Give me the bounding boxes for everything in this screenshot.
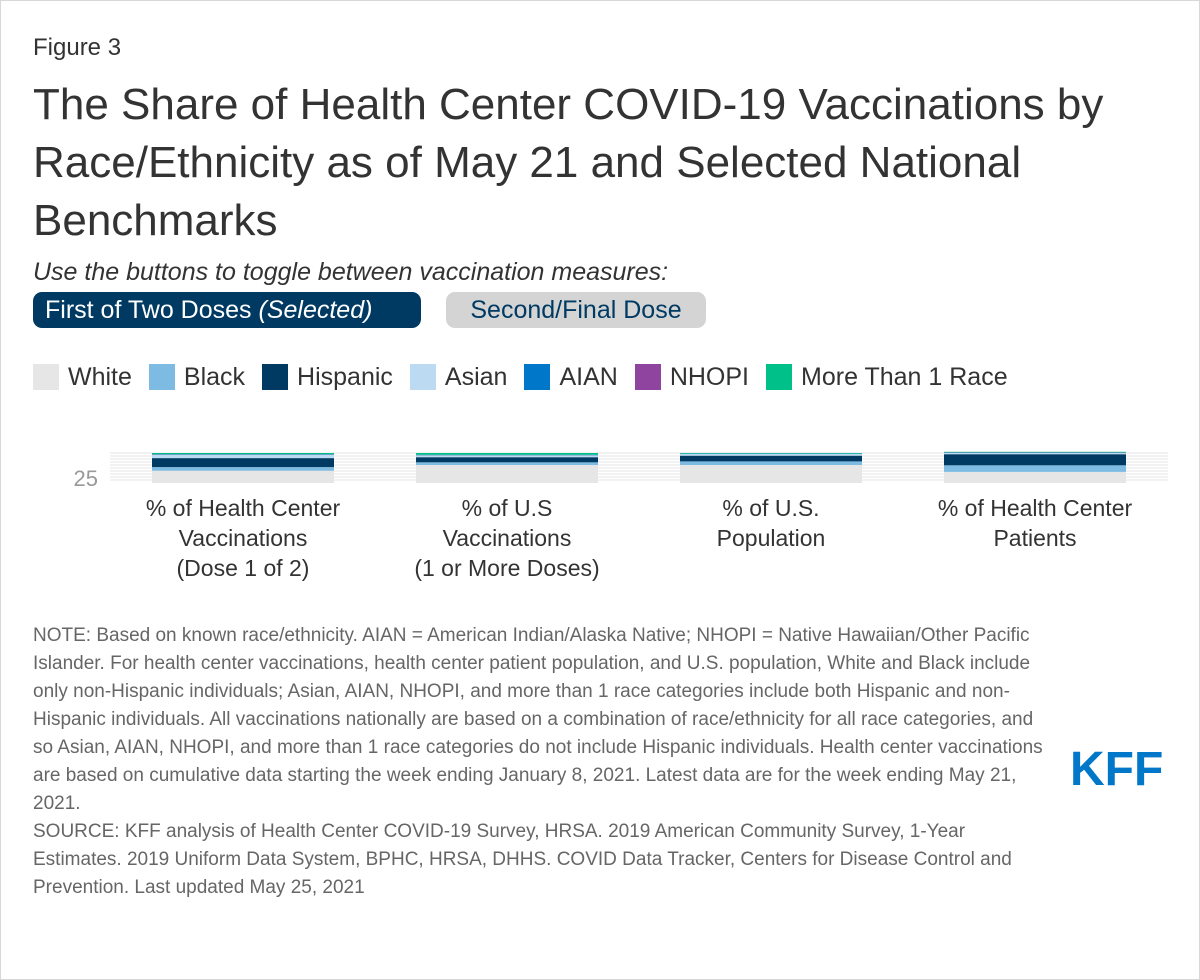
bar-segment-hispanic <box>680 455 862 462</box>
legend-item-more-than-1-race[interactable]: More Than 1 Race <box>766 363 1008 392</box>
y-tick-label: 25 <box>74 466 98 491</box>
bar-segment-white <box>152 470 334 483</box>
legend-label: More Than 1 Race <box>801 362 1008 391</box>
chart-legend: White Black Hispanic Asian AIAN NHOPI More Tha… <box>33 360 1025 394</box>
legend-label: AIAN <box>559 362 618 391</box>
bar-segment-more-than-1-race <box>680 453 862 454</box>
bar-segment-asian <box>416 455 598 458</box>
bar-segment-asian <box>944 453 1126 455</box>
x-tick-label: % of Health Center <box>938 495 1133 521</box>
bar-segment-hispanic <box>416 457 598 463</box>
bar-segment-asian <box>152 454 334 459</box>
bar-segment-white <box>944 471 1126 483</box>
legend-swatch <box>766 364 793 390</box>
bar-segment-asian <box>680 453 862 456</box>
kff-logo-text: KFF <box>1070 745 1163 791</box>
legend-item-black[interactable]: Black <box>148 362 246 392</box>
bar-segment-black <box>680 461 862 465</box>
x-tick-label: (1 or More Doses) <box>414 555 599 581</box>
x-tick-label: % of U.S <box>462 495 553 521</box>
bar-segment-more-than-1-race <box>416 453 598 455</box>
bar-segment-more-than-1-race <box>944 451 1126 453</box>
legend-label: White <box>68 362 132 391</box>
stacked-bar-chart: 25 % of Health Center Vaccinations (Dose 1 … <box>74 451 1168 581</box>
legend-item-white[interactable]: White <box>33 363 132 392</box>
selected-indicator: (Selected) <box>258 296 373 324</box>
legend-label: Hispanic <box>297 362 393 391</box>
x-tick-label: % of Health Center <box>146 495 341 521</box>
chart-notes: NOTE: Based on known race/ethnicity. AIA… <box>33 622 1043 902</box>
bar-segment-black <box>416 462 598 465</box>
bar-segment-white <box>416 465 598 483</box>
legend-item-aian[interactable]: AIAN <box>524 362 618 392</box>
first-dose-button[interactable]: First of Two Doses (Selected) <box>33 292 421 328</box>
kff-logo: KFF <box>1070 745 1163 791</box>
legend-label: Asian <box>444 362 508 391</box>
legend-item-nhopi[interactable]: NHOPI <box>634 362 750 392</box>
second-dose-button[interactable]: Second/Final Dose <box>446 292 706 328</box>
note-text: NOTE: Based on known race/ethnicity. AIA… <box>33 625 1043 814</box>
legend-swatch <box>148 364 175 390</box>
bar-segment-hispanic <box>944 454 1126 466</box>
x-tick-label: % of U.S. <box>722 495 819 521</box>
source-text: SOURCE: KFF analysis of Health Center CO… <box>33 821 1012 898</box>
legend-label: NHOPI <box>669 362 750 391</box>
x-tick-label: Vaccinations <box>443 525 572 551</box>
legend-swatch <box>634 364 661 390</box>
first-dose-label: First of Two Doses <box>45 296 252 324</box>
x-tick-label: Patients <box>993 525 1076 551</box>
chart-subtitle: Use the buttons to toggle between vaccin… <box>33 258 669 286</box>
bar-segment-black <box>944 465 1126 472</box>
legend-label: Black <box>183 362 246 391</box>
x-tick-label: Vaccinations <box>179 525 308 551</box>
legend-item-asian[interactable]: Asian <box>409 362 508 392</box>
chart-title: The Share of Health Center COVID-19 Vacc… <box>33 80 1104 245</box>
legend-swatch <box>33 364 59 390</box>
x-tick-label: (Dose 1 of 2) <box>177 555 310 581</box>
legend-item-hispanic[interactable]: Hispanic <box>262 363 393 392</box>
legend-swatch <box>524 364 551 390</box>
bar-segment-more-than-1-race <box>152 453 334 455</box>
legend-swatch <box>262 364 289 390</box>
bar-segment-hispanic <box>152 458 334 468</box>
bar-segment-white <box>680 465 862 483</box>
legend-swatch <box>409 364 436 390</box>
x-tick-label: Population <box>717 525 826 551</box>
bar-segment-black <box>152 467 334 471</box>
figure-label: Figure 3 <box>33 34 122 61</box>
